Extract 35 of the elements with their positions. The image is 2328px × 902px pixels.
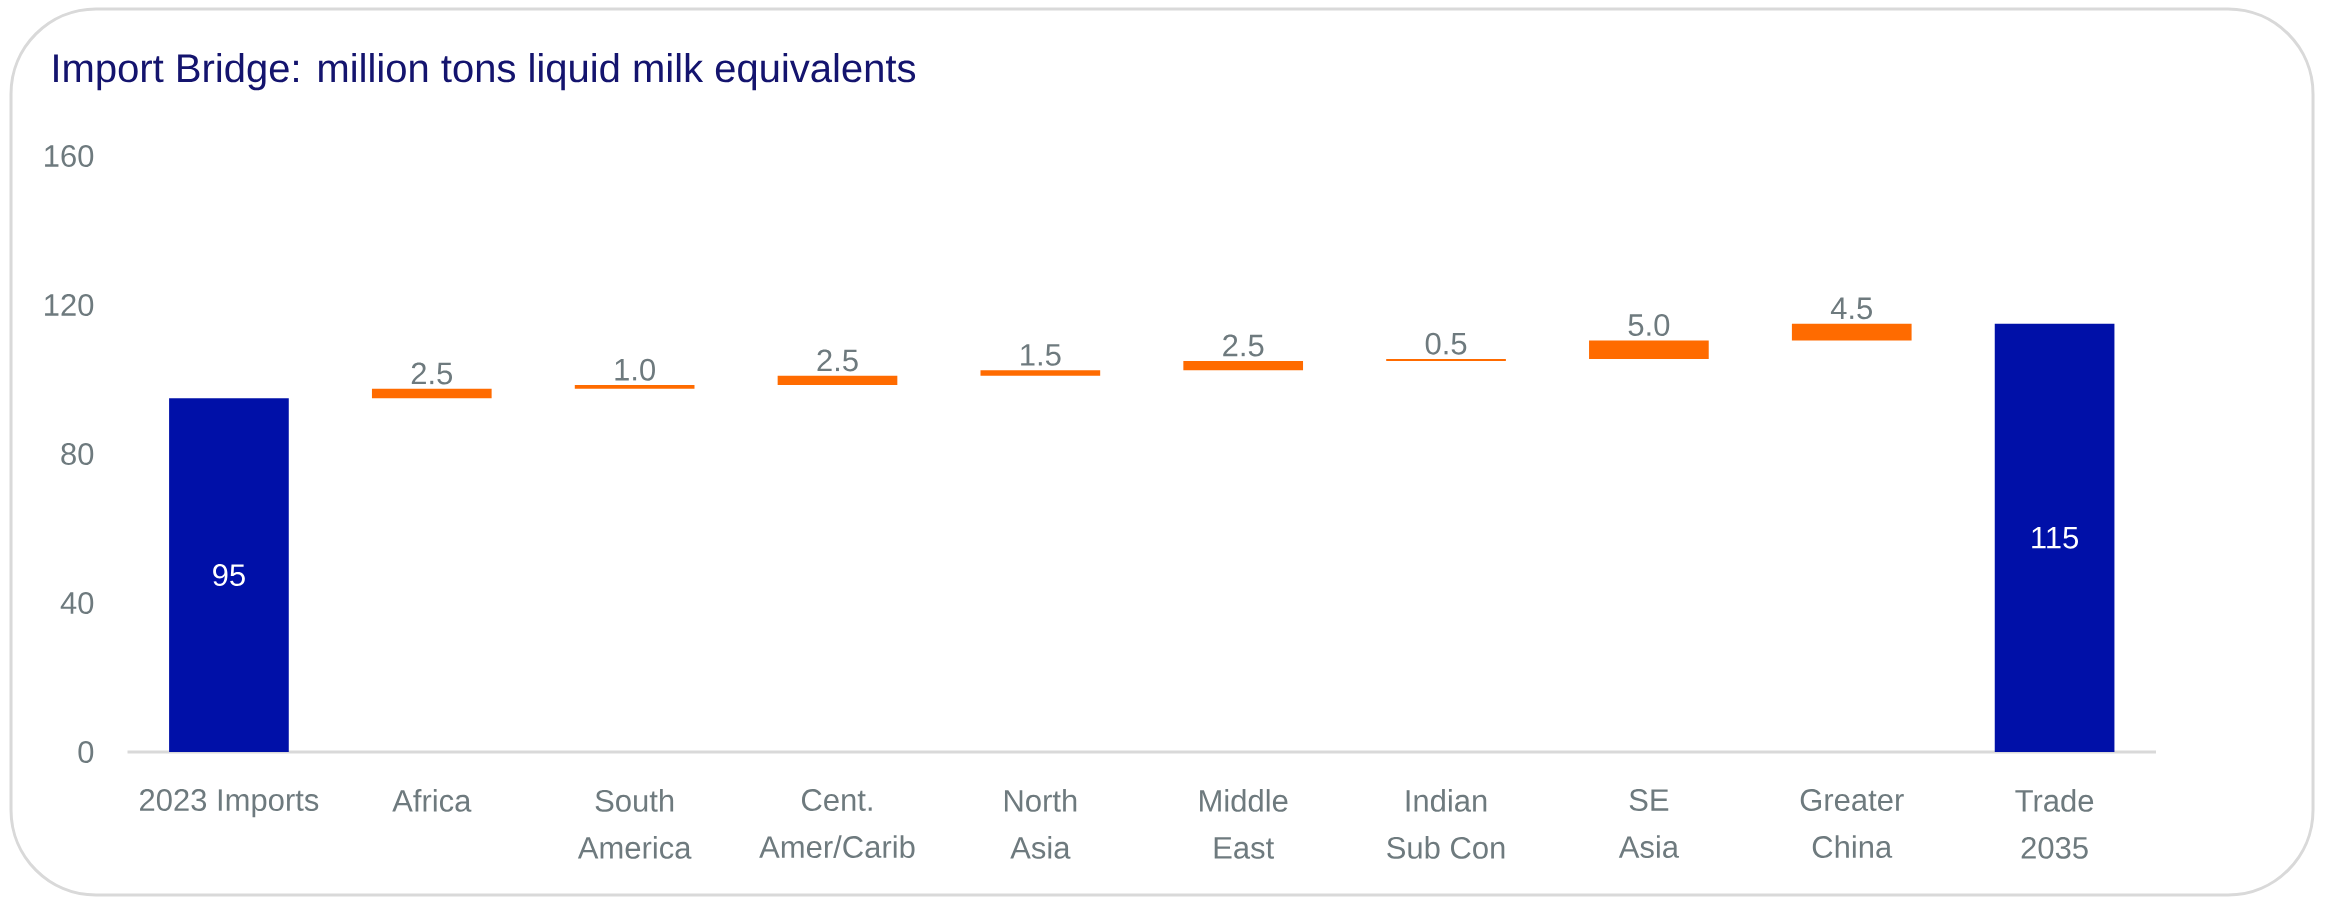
data-label: 115 (2032, 527, 2078, 549)
data-label: 0.5 (1425, 332, 1467, 355)
y-tick-label: 120 (45, 294, 94, 316)
data-label: 5.0 (1628, 314, 1670, 336)
y-tick-label: 160 (45, 145, 94, 167)
y-tick-label: 0 (78, 741, 94, 763)
bar (980, 370, 1101, 376)
x-tick-label: Cent. Amer/Carib (759, 789, 915, 859)
x-tick-label: South America (577, 789, 692, 859)
y-tick-label: 80 (61, 443, 94, 465)
bar (574, 385, 695, 389)
data-label: 2.5 (411, 362, 453, 385)
data-label: 2.5 (1223, 334, 1264, 357)
bar (1183, 360, 1304, 371)
data-label: 1.5 (1021, 344, 1061, 366)
x-tick-label: Africa (392, 789, 472, 812)
data-label: 1.0 (615, 358, 655, 381)
bar (1994, 323, 2115, 752)
x-tick-label: Trade 2035 (2015, 789, 2094, 859)
data-label: 4.5 (1830, 297, 1872, 320)
bar (169, 398, 289, 752)
y-tick-label: 40 (60, 592, 94, 614)
x-tick-label: Middle East (1200, 789, 1288, 859)
bar (1589, 340, 1709, 360)
x-tick-label: Indian Sub Con (1387, 789, 1505, 859)
x-tick-label: SE Asia (1618, 789, 1680, 859)
x-tick-label: 2023 Imports (140, 789, 319, 818)
bar (777, 375, 898, 386)
chart-title: Import Bridge: million tons liquid milk equivalents (54, 53, 916, 91)
x-tick-label: Greater China (1800, 789, 1904, 859)
data-label: 2.5 (817, 349, 858, 372)
x-tick-label: North Asia (1004, 789, 1077, 859)
data-label: 95 (213, 564, 245, 587)
bar (371, 388, 492, 399)
bar (1791, 323, 1912, 341)
